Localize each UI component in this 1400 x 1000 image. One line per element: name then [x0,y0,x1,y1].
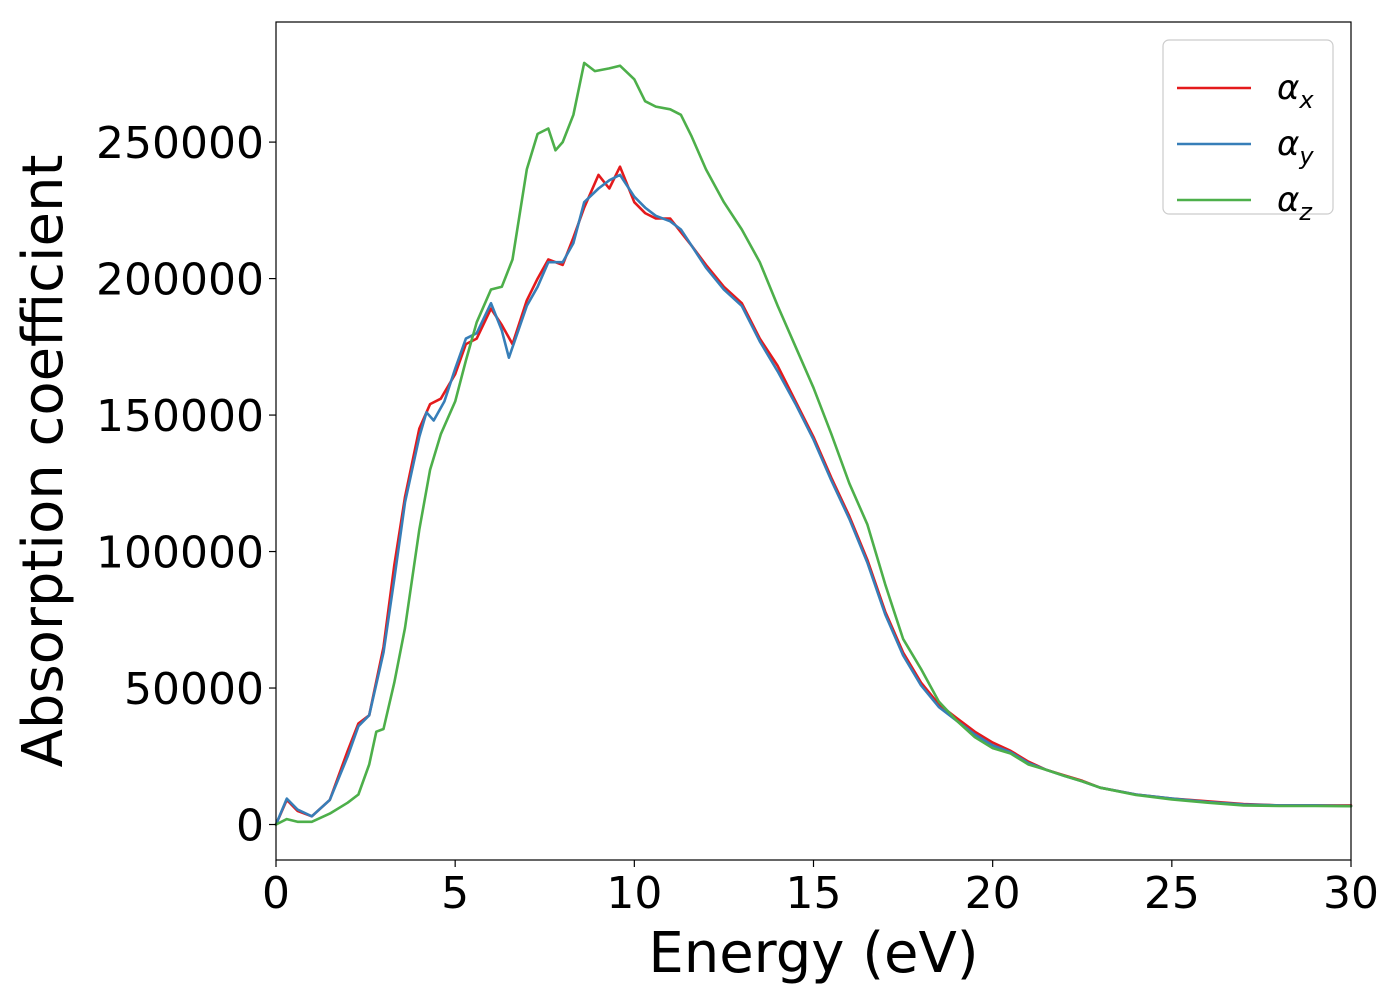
y-axis: 0 50000 100000 150000 200000 250000 [96,118,276,852]
x-tick-label: 25 [1144,868,1200,919]
x-axis: 0 5 10 15 20 25 30 [262,860,1379,919]
y-tick-label: 200000 [96,255,264,306]
x-axis-label: Energy (eV) [648,921,978,986]
x-tick-label: 30 [1323,868,1379,919]
x-tick-label: 0 [262,868,290,919]
y-tick-label: 0 [236,801,264,852]
legend-entry-x: αx [1277,68,1314,114]
plot-lines [274,61,1353,826]
series-line-y [274,173,1353,826]
series-line-z [274,61,1353,826]
series-line-x [274,165,1353,826]
x-tick-label: 10 [606,868,662,919]
y-tick-label: 100000 [96,528,264,579]
legend: αx αy αz [1162,39,1334,226]
x-tick-label: 20 [965,868,1021,919]
legend-entry-y: αy [1277,124,1314,170]
y-tick-label: 250000 [96,118,264,169]
x-tick-label: 5 [441,868,469,919]
x-tick-label: 15 [786,868,842,919]
y-tick-label: 50000 [124,664,264,715]
legend-box [1162,39,1334,215]
y-tick-label: 150000 [96,391,264,442]
plot-frame [275,21,1352,861]
legend-entry-z: αz [1277,180,1313,226]
y-axis-label: Absorption coefficient [11,155,76,768]
